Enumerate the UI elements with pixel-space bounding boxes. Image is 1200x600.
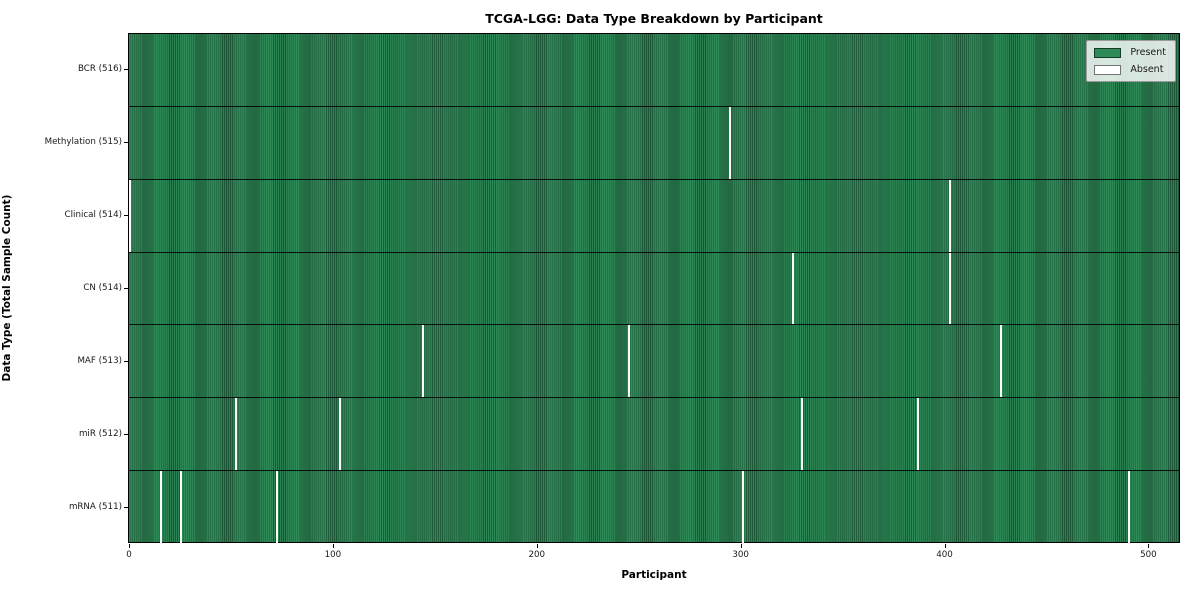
- y-tick-label: miR (512): [78, 428, 122, 439]
- absent-marker: [949, 179, 952, 252]
- absent-marker: [422, 325, 425, 398]
- y-tick-mark: [124, 215, 128, 217]
- row-clinical: [129, 179, 1179, 253]
- absent-marker: [949, 252, 952, 325]
- y-tick-mark: [124, 433, 128, 435]
- y-tick-label: BCR (516): [77, 64, 122, 75]
- legend-label: Present: [1130, 47, 1166, 58]
- x-tick-mark: [1148, 544, 1150, 548]
- absent-marker: [792, 252, 795, 325]
- legend-swatch-present: [1094, 47, 1122, 58]
- y-tick-label: Clinical (514): [64, 210, 122, 221]
- y-tick-mark: [124, 142, 128, 144]
- y-tick-label: CN (514): [83, 283, 122, 293]
- absent-marker: [729, 106, 732, 179]
- x-tick-label: 200: [528, 550, 546, 560]
- absent-marker: [159, 471, 162, 544]
- x-tick-label: 400: [936, 550, 953, 560]
- legend-item-present: Present: [1094, 47, 1166, 58]
- absent-marker: [627, 325, 630, 398]
- y-tick-label: Methylation (515): [44, 137, 122, 148]
- x-tick-mark: [129, 544, 131, 548]
- x-tick-label: 100: [324, 550, 342, 560]
- x-tick-label: 500: [1140, 550, 1157, 560]
- x-tick-mark: [332, 544, 334, 548]
- row-mrna: [129, 471, 1179, 544]
- x-tick-mark: [536, 544, 538, 548]
- y-tick-mark: [124, 360, 128, 362]
- y-tick-label: mRNA (511): [68, 501, 122, 512]
- absent-marker: [916, 398, 919, 471]
- row-methylation: [129, 106, 1179, 180]
- row-mir: [129, 398, 1179, 472]
- legend-swatch-absent: [1094, 64, 1122, 75]
- y-tick-label: MAF (513): [77, 355, 122, 366]
- y-tick-mark: [124, 69, 128, 71]
- row-cn: [129, 252, 1179, 326]
- absent-marker: [338, 398, 341, 471]
- row-bcr: [129, 34, 1179, 107]
- legend-item-absent: Absent: [1094, 64, 1166, 75]
- chart-title: TCGA-LGG: Data Type Breakdown by Partici…: [485, 11, 823, 26]
- legend: Present Absent: [1086, 40, 1176, 82]
- absent-marker: [800, 398, 803, 471]
- absent-marker: [1128, 471, 1131, 544]
- x-tick-mark: [740, 544, 742, 548]
- x-tick-label: 300: [732, 550, 749, 560]
- absent-marker: [275, 471, 278, 544]
- absent-marker: [129, 179, 131, 252]
- y-tick-mark: [124, 506, 128, 508]
- absent-marker: [999, 325, 1002, 398]
- legend-label: Absent: [1130, 64, 1164, 75]
- x-tick-mark: [944, 544, 946, 548]
- absent-marker: [234, 398, 237, 471]
- absent-marker: [741, 471, 744, 544]
- x-tick-label: 0: [126, 550, 132, 560]
- absent-marker: [179, 471, 182, 544]
- row-maf: [129, 325, 1179, 399]
- plot-area: Present Absent: [128, 33, 1180, 544]
- y-tick-mark: [124, 288, 128, 289]
- x-axis-label: Participant: [621, 569, 687, 581]
